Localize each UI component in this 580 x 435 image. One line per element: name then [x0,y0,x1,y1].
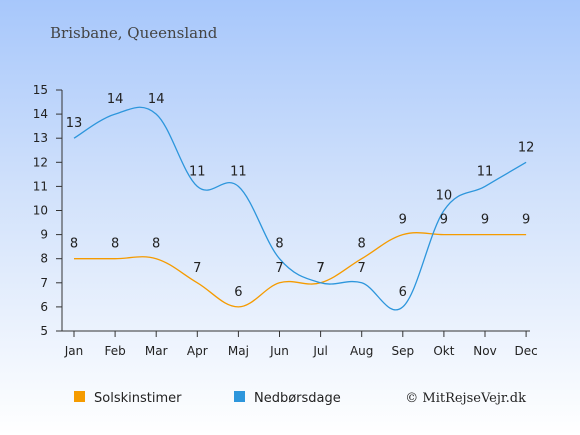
data-label-solskinstimer: 8 [358,237,366,252]
series-line-solskinstimer [74,232,527,308]
data-label-nedborsdage: 11 [230,164,247,179]
data-label-nedborsdage: 13 [66,116,83,131]
x-tick-label: Aug [350,344,373,358]
y-tick-label: 10 [33,204,48,218]
legend-label-solskinstimer: Solskinstimer [94,391,182,406]
y-tick-label: 12 [33,155,48,169]
x-tick-label: Dec [514,344,537,358]
data-label-solskinstimer: 8 [111,237,119,252]
data-label-solskinstimer: 8 [70,237,78,252]
y-tick-label: 9 [40,228,48,242]
data-label-solskinstimer: 9 [522,213,530,228]
data-label-solskinstimer: 7 [193,261,201,276]
y-tick-label: 11 [33,179,48,193]
series-group [73,106,527,311]
legend-swatch-solskinstimer [74,391,85,402]
x-tick-label: Apr [187,344,208,358]
legend-swatch-nedborsdage [234,391,245,402]
data-label-solskinstimer: 9 [440,213,448,228]
data-label-solskinstimer: 8 [152,237,160,252]
y-tick-label: 13 [33,131,48,145]
data-label-nedborsdage: 14 [107,92,124,107]
data-label-nedborsdage: 11 [189,164,206,179]
data-label-nedborsdage: 12 [518,140,535,155]
x-tick-label: Nov [473,344,496,358]
x-tick-label: Feb [104,344,125,358]
x-tick-label: Mar [145,344,168,358]
x-tick-label: Jun [269,344,289,358]
x-tick-label: Jan [64,344,84,358]
y-axis-ticks: 5 6 7 8 9 10 11 12 13 14 15 [33,83,62,338]
legend-label-nedborsdage: Nedbørsdage [254,391,341,406]
y-tick-label: 8 [40,252,48,266]
x-tick-label: Okt [433,344,454,358]
data-label-solskinstimer: 9 [481,213,489,228]
data-label-nedborsdage: 6 [399,285,407,300]
y-tick-label: 5 [40,324,48,338]
data-label-nedborsdage: 11 [477,164,494,179]
x-tick-label: Sep [391,344,414,358]
data-label-nedborsdage: 14 [148,92,165,107]
data-label-nedborsdage: 10 [436,189,453,204]
credit-text: © MitRejseVejr.dk [405,391,526,406]
data-label-solskinstimer: 6 [234,285,242,300]
series-line-nedborsdage [73,106,527,311]
y-tick-label: 14 [33,107,48,121]
data-label-solskinstimer: 7 [275,261,283,276]
data-label-solskinstimer: 7 [316,261,324,276]
data-label-solskinstimer: 9 [399,213,407,228]
x-tick-label: Maj [228,344,249,358]
x-tick-label: Jul [312,344,327,358]
data-label-nedborsdage: 8 [275,237,283,252]
data-label-nedborsdage: 7 [358,261,366,276]
chart-title: Brisbane, Queensland [50,24,218,42]
x-axis-ticks: Jan Feb Mar Apr Maj Jun Jul Aug Sep Okt Nov Dec [64,331,538,358]
y-tick-label: 15 [33,83,48,97]
data-label-nedborsdage: 7 [316,261,324,276]
y-tick-label: 7 [40,276,48,290]
y-tick-label: 6 [40,300,48,314]
